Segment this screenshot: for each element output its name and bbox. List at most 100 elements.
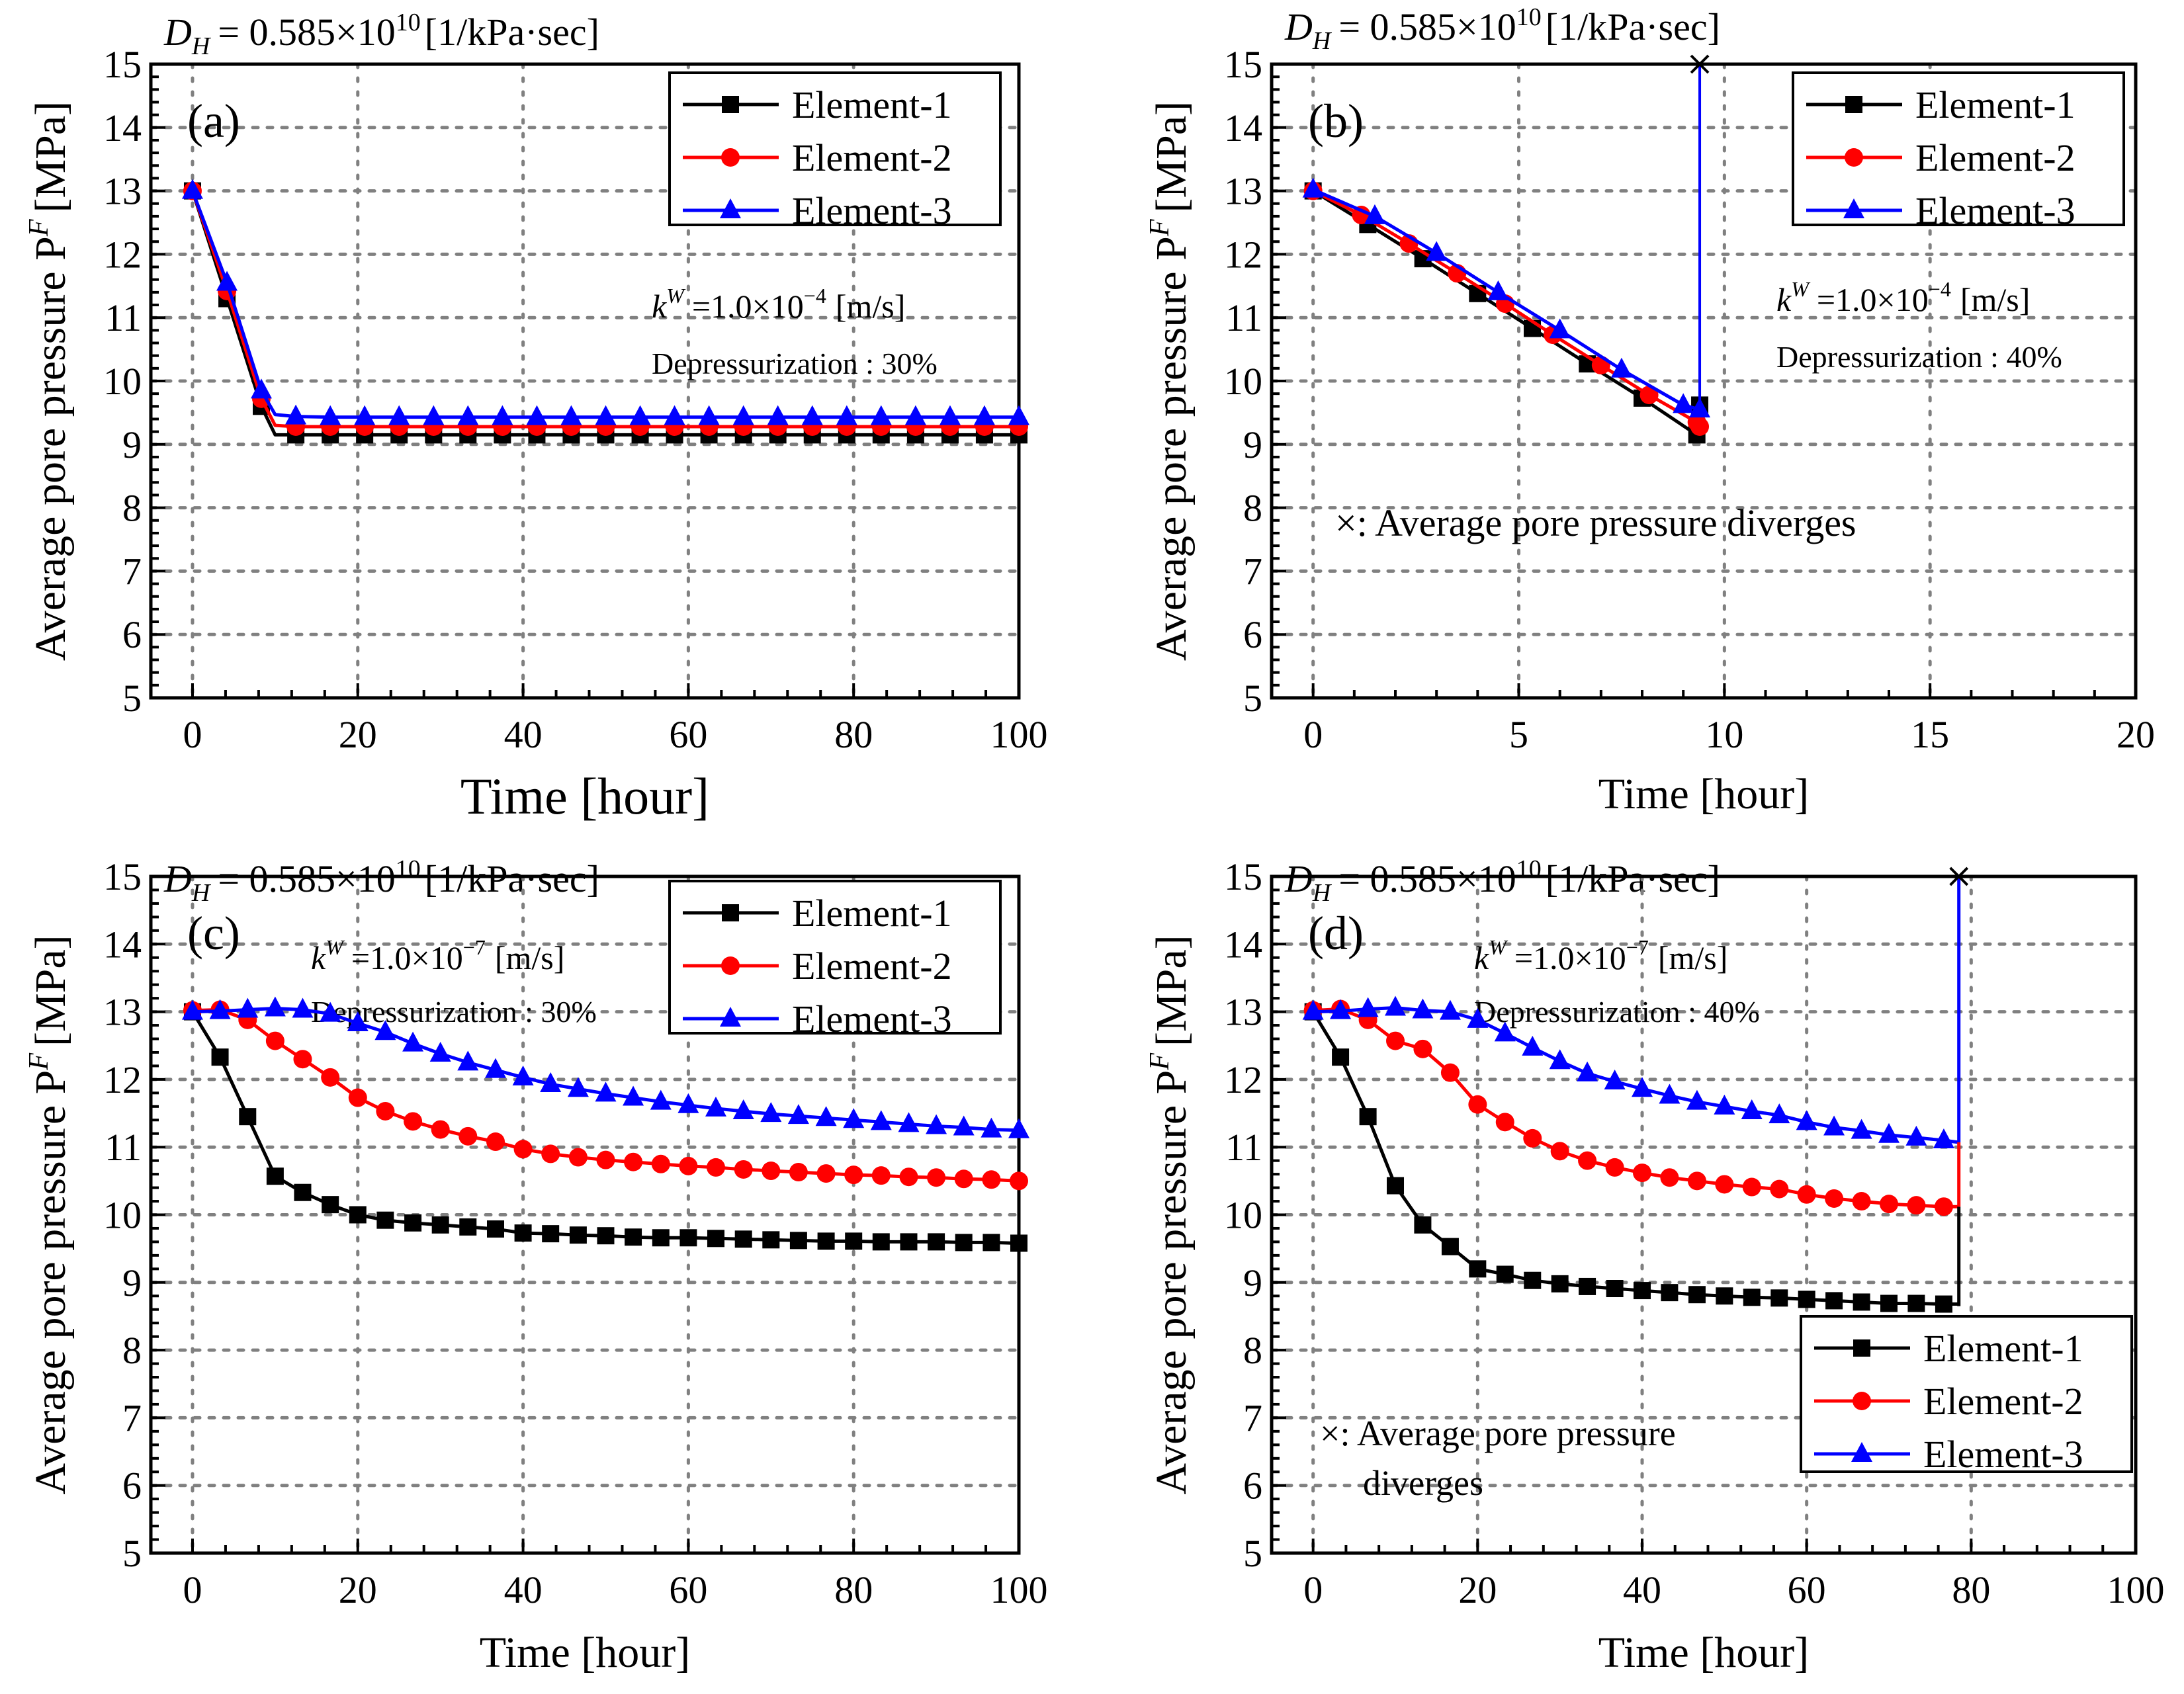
marker-circle xyxy=(899,1167,918,1187)
dh-subscript: H xyxy=(191,879,212,907)
panel-d: DH = 0.585×1010 [1/kPa·sec]567891011121314… xyxy=(1145,855,2165,1677)
marker-triangle xyxy=(760,1102,782,1122)
marker-circle xyxy=(651,1154,670,1173)
x-tick-label: 15 xyxy=(1911,713,1949,756)
y-axis-label-text: Average pore pressure P xyxy=(26,1070,75,1495)
marker-triangle xyxy=(705,1096,726,1117)
marker-square xyxy=(1770,1289,1788,1307)
marker-triangle xyxy=(1905,1125,1927,1146)
marker-square xyxy=(1688,1286,1706,1304)
marker-square xyxy=(762,1231,780,1249)
marker-circle xyxy=(459,1126,478,1146)
marker-triangle xyxy=(650,1089,672,1110)
marker-triangle xyxy=(1385,995,1407,1016)
marker-circle xyxy=(1907,1196,1926,1215)
marker-triangle xyxy=(926,1114,947,1134)
marker-square xyxy=(1935,1295,1952,1313)
legend-label: Element-1 xyxy=(792,892,952,935)
marker-triangle xyxy=(354,405,376,425)
marker-square xyxy=(707,1230,724,1248)
marker-square xyxy=(569,1226,587,1244)
legend-marker-square xyxy=(1845,96,1862,113)
marker-square xyxy=(652,1229,670,1247)
panel-letter: (d) xyxy=(1308,907,1364,960)
marker-triangle xyxy=(560,405,582,425)
marker-square xyxy=(1907,1294,1925,1312)
marker-circle xyxy=(486,1132,505,1152)
marker-circle xyxy=(1495,1113,1514,1132)
diverge-x-marker xyxy=(1690,54,1710,74)
marker-circle xyxy=(1468,1095,1487,1114)
kw-annotation: kW =1.0×10−4 [m/s] xyxy=(652,284,905,325)
marker-square xyxy=(1551,1275,1569,1292)
marker-square xyxy=(1825,1292,1843,1310)
marker-triangle xyxy=(216,271,238,291)
marker-triangle xyxy=(898,1112,920,1132)
y-tick-label: 9 xyxy=(1243,423,1262,466)
depressurization-label: Depressurization : 30% xyxy=(652,347,938,380)
y-axis-label-unit: [MPa] xyxy=(26,935,75,1046)
legend: Element-1 Element-2 Element-3 xyxy=(1792,71,2125,232)
marker-circle xyxy=(1440,1063,1460,1082)
marker-triangle xyxy=(320,1001,341,1022)
y-tick-label: 14 xyxy=(103,106,142,149)
kw-superscript: W xyxy=(1791,277,1811,301)
marker-triangle xyxy=(388,405,410,425)
x-tick-label: 60 xyxy=(669,1568,707,1611)
x-tick-label: 40 xyxy=(504,1568,543,1611)
y-tick-label: 11 xyxy=(1225,296,1262,339)
dh-exponent: 10 xyxy=(396,855,421,883)
marker-triangle xyxy=(457,1050,479,1071)
marker-square xyxy=(1010,1234,1027,1252)
marker-circle xyxy=(1715,1175,1734,1194)
legend-item: Element-1 xyxy=(683,83,952,126)
x-axis-label: Time [hour] xyxy=(1598,770,1809,818)
panel-letter: (b) xyxy=(1308,95,1364,148)
marker-triangle xyxy=(767,405,789,425)
kw-superscript: W xyxy=(1489,935,1508,959)
y-tick-label: 6 xyxy=(122,613,142,656)
y-axis-label-sup: F xyxy=(1145,1053,1175,1071)
legend-item: Element-1 xyxy=(683,892,952,935)
marker-circle xyxy=(513,1140,533,1159)
y-tick-label: 10 xyxy=(103,1194,142,1237)
marker-circle xyxy=(596,1150,615,1169)
x-tick-label: 80 xyxy=(834,1568,873,1611)
marker-square xyxy=(789,1232,807,1249)
marker-square xyxy=(1798,1291,1815,1308)
x-tick-label: 20 xyxy=(339,713,377,756)
y-axis-label-text: Average pore pressure P xyxy=(26,236,75,661)
marker-triangle xyxy=(429,1042,451,1062)
y-tick-label: 5 xyxy=(122,677,142,720)
kw-symbol: k xyxy=(1776,281,1792,318)
marker-circle xyxy=(1742,1177,1761,1197)
kw-exponent: −7 xyxy=(1626,935,1649,959)
legend-item: Element-2 xyxy=(1806,136,2075,179)
marker-square xyxy=(1716,1287,1733,1305)
marker-triangle xyxy=(629,405,651,425)
marker-circle xyxy=(982,1170,1001,1189)
marker-triangle xyxy=(732,405,754,425)
marker-triangle xyxy=(285,404,307,425)
marker-square xyxy=(734,1230,752,1248)
marker-triangle xyxy=(492,405,513,425)
dh-symbol: D xyxy=(163,11,192,54)
marker-triangle xyxy=(870,405,892,425)
marker-triangle xyxy=(973,405,995,425)
x-tick-label: 40 xyxy=(1623,1568,1661,1611)
series-line xyxy=(191,1011,1020,1245)
marker-triangle xyxy=(347,1011,369,1031)
legend-marker-circle xyxy=(721,148,740,167)
x-tick-label: 40 xyxy=(504,713,543,756)
y-axis-label-unit: [MPa] xyxy=(1147,935,1196,1046)
marker-square xyxy=(1606,1280,1624,1298)
marker-square xyxy=(239,1108,257,1126)
kw-exponent: −4 xyxy=(1929,277,1951,301)
legend-marker-circle xyxy=(1845,148,1863,167)
marker-circle xyxy=(1578,1151,1597,1170)
x-axis-label: Time [hour] xyxy=(1598,1629,1809,1677)
marker-triangle xyxy=(870,1110,892,1130)
y-axis-label: Average pore pressure PF [MPa] xyxy=(24,101,75,661)
marker-triangle xyxy=(1769,1103,1790,1124)
y-tick-label: 7 xyxy=(1243,550,1262,593)
